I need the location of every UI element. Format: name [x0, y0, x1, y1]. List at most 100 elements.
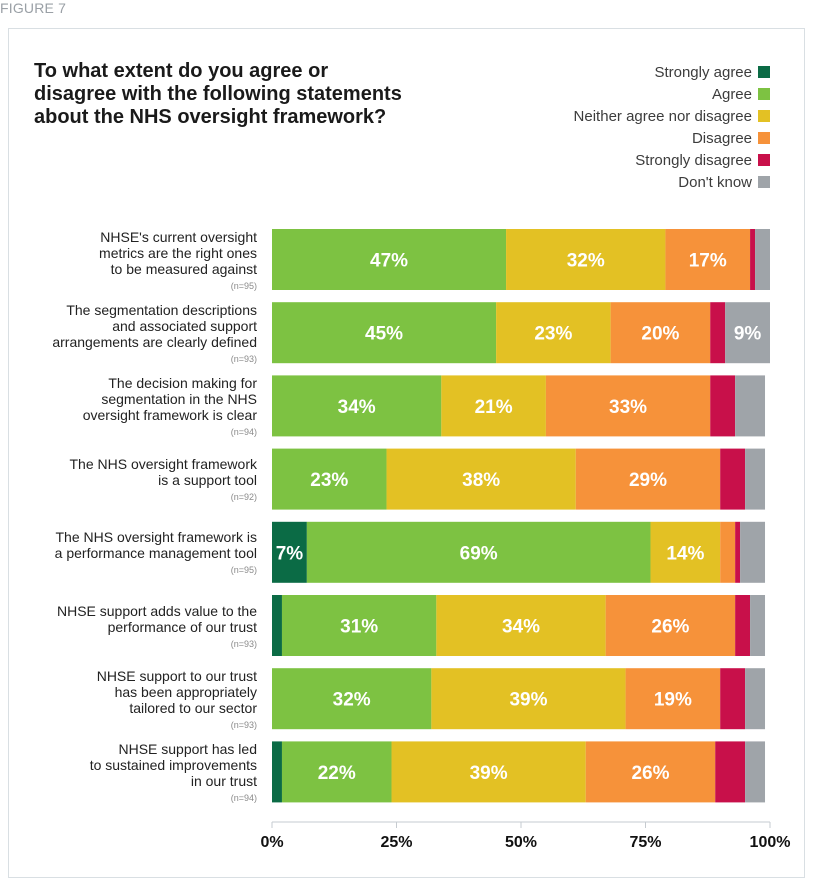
legend-label: Agree — [711, 85, 752, 103]
legend-swatch — [758, 110, 770, 122]
category-label: The decision making for segmentation in … — [27, 375, 257, 440]
data-label: 14% — [666, 543, 704, 564]
data-label: 69% — [460, 543, 498, 564]
legend-item-agree: Agree — [470, 83, 770, 105]
bar-segment-strongly-disagree — [720, 668, 746, 730]
bar-segment-disagree — [610, 302, 711, 364]
bar-segment-neither-agree-nor-disagree — [431, 668, 626, 730]
bar-segment-agree — [281, 741, 392, 803]
bar-row: 7% 69% 14% — [272, 521, 766, 583]
bar-row: 31% 34% 26% — [272, 595, 766, 656]
data-label: 34% — [338, 397, 376, 418]
bar-segment-don-t-know — [740, 521, 766, 583]
bar-segment-disagree — [665, 229, 751, 290]
data-label: 31% — [340, 617, 378, 638]
legend-label: Neither agree nor disagree — [573, 107, 752, 125]
data-label: 32% — [567, 251, 605, 272]
bar-segment-neither-agree-nor-disagree — [391, 741, 586, 803]
data-label: 26% — [631, 763, 669, 784]
data-label: 23% — [310, 470, 348, 491]
bar-segment-agree — [272, 375, 442, 437]
legend-item-disagree: Disagree — [470, 127, 770, 149]
category-text: The decision making for segmentation in … — [82, 374, 257, 423]
bar-segment-disagree — [545, 375, 711, 437]
data-label: 20% — [641, 324, 679, 345]
bar-segment-don-t-know — [735, 375, 766, 437]
legend-label: Disagree — [691, 129, 752, 147]
bar-segment-strongly-disagree — [750, 229, 756, 290]
bar-row: 23% 38% 29% — [272, 448, 766, 510]
x-tick-label: 100% — [749, 834, 791, 851]
data-label: 39% — [509, 690, 547, 711]
sample-size: (n=94) — [230, 792, 257, 803]
bar-segment-strongly-disagree — [710, 302, 726, 364]
category-text: NHSE support adds value to the performan… — [56, 602, 257, 635]
bar-segment-strongly-agree — [272, 521, 307, 583]
bar-segment-agree — [306, 521, 651, 583]
category-text: NHSE's current oversight metrics are the… — [99, 228, 257, 277]
bar-segment-agree — [272, 668, 432, 730]
x-tick-label: 75% — [629, 834, 662, 851]
data-label: 7% — [276, 543, 304, 564]
sample-size: (n=93) — [230, 638, 257, 649]
legend-swatch — [758, 176, 770, 188]
data-label: 38% — [462, 470, 500, 491]
bar-segment-neither-agree-nor-disagree — [441, 375, 546, 437]
bar-segment-disagree — [605, 595, 736, 656]
data-label: 32% — [333, 690, 371, 711]
bar-segment-don-t-know — [745, 741, 766, 803]
bar-segment-don-t-know — [745, 448, 766, 510]
category-label: NHSE support adds value to the performan… — [27, 603, 257, 652]
data-label: 19% — [654, 690, 692, 711]
data-label: 34% — [502, 617, 540, 638]
category-text: NHSE support has led to sustained improv… — [89, 740, 257, 789]
sample-size: (n=94) — [230, 426, 257, 437]
bar-segment-strongly-disagree — [710, 375, 736, 437]
bar-segment-neither-agree-nor-disagree — [436, 595, 606, 656]
data-label: 47% — [370, 251, 408, 272]
legend-label: Don't know — [678, 173, 752, 191]
figure-label: FIGURE 7 — [0, 0, 67, 16]
chart-title: To what extent do you agree or disagree … — [34, 60, 402, 128]
category-text: The NHS oversight framework is a perform… — [54, 529, 257, 562]
bar-segment-strongly-agree — [272, 741, 282, 803]
bar-segment-disagree — [625, 668, 721, 730]
legend-label: Strongly disagree — [635, 151, 752, 169]
category-label: NHSE's current oversight metrics are the… — [27, 229, 257, 294]
bar-segment-don-t-know — [750, 595, 766, 656]
sample-size: (n=95) — [230, 280, 257, 291]
sample-size: (n=93) — [230, 719, 257, 730]
bar-row: 32% 39% 19% — [272, 668, 766, 730]
category-label: NHSE support has led to sustained improv… — [27, 741, 257, 806]
bar-segment-agree — [272, 448, 387, 510]
sample-size: (n=92) — [230, 492, 257, 503]
bar-segment-neither-agree-nor-disagree — [650, 521, 721, 583]
bar-segment-neither-agree-nor-disagree — [496, 302, 611, 364]
bar-segment-disagree — [720, 521, 736, 583]
sample-size: (n=95) — [230, 565, 257, 576]
bar-row: 45% 23% 20% 9% — [272, 302, 770, 364]
category-text: NHSE support to our trust has been appro… — [96, 667, 257, 716]
category-label: NHSE support to our trust has been appro… — [27, 668, 257, 733]
category-label: The NHS oversight framework is a perform… — [27, 529, 257, 578]
bar-segment-disagree — [575, 448, 721, 510]
bar-segment-neither-agree-nor-disagree — [386, 448, 576, 510]
bar-segment-agree — [272, 302, 497, 364]
bar-segment-strongly-disagree — [720, 448, 746, 510]
bar-segment-neither-agree-nor-disagree — [506, 229, 666, 290]
bar-segment-don-t-know — [755, 229, 770, 290]
x-tick-label: 0% — [260, 834, 284, 851]
bar-row: 47% 32% 17% — [272, 229, 770, 290]
bar-segment-strongly-disagree — [735, 595, 751, 656]
data-label: 22% — [318, 763, 356, 784]
bar-segment-don-t-know — [745, 668, 766, 730]
bar-segment-strongly-disagree — [735, 521, 741, 583]
data-label: 29% — [629, 470, 667, 491]
data-label: 26% — [651, 617, 689, 638]
legend-item-strongly-disagree: Strongly disagree — [470, 149, 770, 171]
category-label: The segmentation descriptions and associ… — [27, 302, 257, 367]
sample-size: (n=93) — [230, 353, 257, 364]
x-tick-label: 25% — [380, 834, 413, 851]
bar-segment-strongly-disagree — [715, 741, 746, 803]
